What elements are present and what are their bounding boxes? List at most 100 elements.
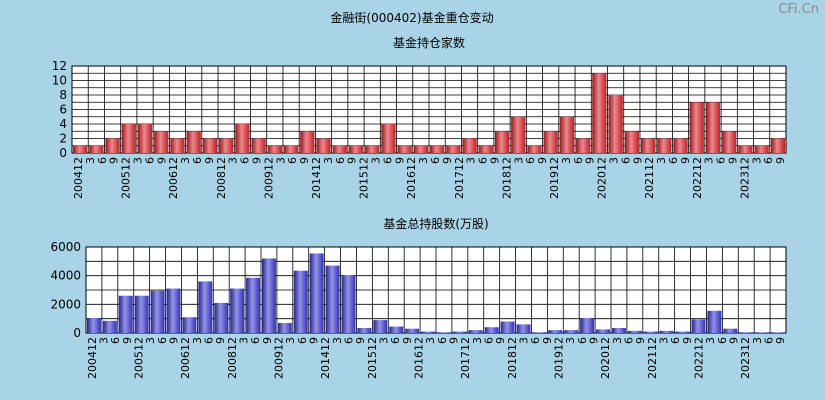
x-tick-label: 9 <box>488 157 501 164</box>
bar <box>293 270 308 333</box>
x-tick-label: 6 <box>716 337 729 344</box>
x-tick-label: 200412 <box>72 157 85 199</box>
x-tick-label: 9 <box>494 337 507 344</box>
x-tick-label: 6 <box>191 157 204 164</box>
bar <box>592 73 607 153</box>
x-tick-label: 3 <box>331 337 344 344</box>
x-tick-label: 201612 <box>413 337 426 379</box>
x-tick-label: 6 <box>763 337 776 344</box>
y-tick-label: 12 <box>52 59 67 73</box>
x-tick-label: 6 <box>762 157 775 164</box>
bar <box>413 145 428 153</box>
x-tick-label: 202112 <box>643 157 656 199</box>
x-tick-label: 6 <box>239 157 252 164</box>
y-tick-label: 10 <box>52 74 67 88</box>
x-tick-label: 200612 <box>167 157 180 199</box>
x-tick-label: 6 <box>203 337 216 344</box>
bar <box>267 145 282 153</box>
x-tick-label: 3 <box>611 337 624 344</box>
x-tick-label: 6 <box>143 157 156 164</box>
x-tick-label: 6 <box>389 337 402 344</box>
bar <box>548 330 563 333</box>
x-tick-label: 9 <box>584 157 597 164</box>
x-tick-label: 200512 <box>120 157 133 199</box>
x-tick-label: 201612 <box>405 157 418 199</box>
x-tick-label: 3 <box>750 157 763 164</box>
x-tick-label: 200812 <box>215 157 228 199</box>
bar <box>516 324 531 333</box>
x-tick-label: 6 <box>156 337 169 344</box>
x-tick-label: 6 <box>296 337 309 344</box>
x-tick-label: 6 <box>667 157 680 164</box>
bar <box>532 332 547 333</box>
x-tick-label: 201712 <box>459 337 472 379</box>
x-tick-label: 9 <box>774 157 787 164</box>
bar <box>89 145 104 153</box>
x-tick-label: 6 <box>249 337 262 344</box>
bar <box>689 102 704 153</box>
bar <box>543 131 558 153</box>
x-tick-label: 9 <box>541 337 554 344</box>
x-tick-label: 9 <box>308 337 321 344</box>
bar <box>673 138 688 153</box>
x-tick-label: 202112 <box>646 337 659 379</box>
bar <box>723 328 738 333</box>
bar <box>154 131 169 153</box>
bar <box>235 124 250 153</box>
x-tick-label: 3 <box>703 157 716 164</box>
y-tick-label: 0 <box>59 146 67 160</box>
x-tick-label: 6 <box>96 157 109 164</box>
bar <box>527 145 542 153</box>
bar <box>559 116 575 153</box>
bar <box>230 288 245 333</box>
bar <box>309 253 324 333</box>
bar <box>219 138 234 153</box>
x-tick-label: 9 <box>203 157 216 164</box>
bar <box>657 138 672 153</box>
bar <box>691 319 706 333</box>
x-tick-label: 9 <box>401 337 414 344</box>
x-tick-label: 9 <box>214 337 227 344</box>
x-tick-label: 200912 <box>273 337 286 379</box>
x-tick-label: 6 <box>334 157 347 164</box>
bar <box>738 145 753 153</box>
bar <box>755 332 770 333</box>
bar <box>722 131 737 153</box>
x-tick-label: 201912 <box>553 337 566 379</box>
x-tick-label: 9 <box>536 157 549 164</box>
bar <box>357 327 372 333</box>
x-tick-label: 200912 <box>262 157 275 199</box>
bar <box>770 138 785 153</box>
x-tick-label: 3 <box>179 157 192 164</box>
x-tick-label: 9 <box>250 157 263 164</box>
bar <box>182 317 197 333</box>
x-tick-label: 9 <box>679 157 692 164</box>
bar <box>381 124 396 153</box>
chart-fund-shares: 基金总持股数(万股)020004000600020041236920051236… <box>50 216 787 379</box>
bar <box>170 138 185 153</box>
x-tick-label: 3 <box>658 337 671 344</box>
x-tick-label: 3 <box>518 337 531 344</box>
bar <box>430 145 445 153</box>
x-tick-label: 3 <box>274 157 287 164</box>
x-tick-label: 201712 <box>453 157 466 199</box>
x-tick-label: 9 <box>774 337 787 344</box>
x-tick-label: 3 <box>512 157 525 164</box>
bar <box>596 329 610 333</box>
chart-title: 基金总持股数(万股) <box>383 216 488 231</box>
bar <box>186 131 201 153</box>
x-tick-label: 201412 <box>319 337 332 379</box>
bar <box>262 258 276 333</box>
y-tick-label: 4000 <box>50 269 81 283</box>
watermark: CFi.Cn <box>778 2 819 17</box>
x-tick-label: 6 <box>381 157 394 164</box>
x-tick-label: 6 <box>429 157 442 164</box>
bar <box>150 290 165 333</box>
x-tick-label: 202012 <box>599 337 612 379</box>
y-tick-label: 2000 <box>50 297 81 311</box>
bar <box>118 295 133 333</box>
chart-fund-holders: 基金持仓家数0246810122004123692005123692006123… <box>52 35 787 199</box>
bar <box>283 145 299 153</box>
x-tick-label: 9 <box>261 337 274 344</box>
